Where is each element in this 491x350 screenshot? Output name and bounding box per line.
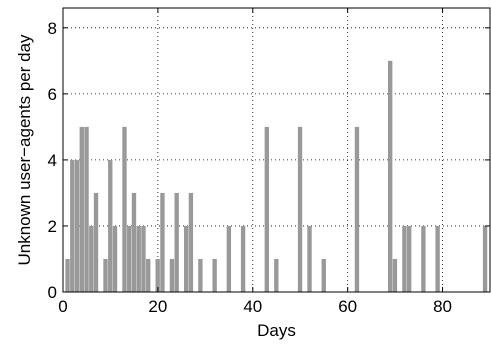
bar — [103, 258, 108, 292]
x-tick-label: 80 — [433, 297, 452, 316]
bar — [421, 225, 426, 292]
bar — [74, 159, 80, 292]
bar — [264, 126, 270, 292]
bar — [93, 192, 99, 292]
x-tick-label: 40 — [243, 297, 262, 316]
bar — [65, 258, 70, 292]
bar — [174, 192, 179, 292]
bar — [146, 258, 151, 292]
bar — [387, 60, 393, 293]
bar — [212, 258, 217, 292]
y-axis-label: Unknown user−agents per day — [15, 34, 34, 266]
bar — [183, 225, 189, 292]
grid — [63, 8, 490, 292]
bar — [226, 225, 232, 292]
bar — [307, 225, 312, 292]
bar — [160, 192, 165, 292]
x-tick-label: 20 — [148, 297, 167, 316]
bar — [155, 258, 160, 292]
bar — [392, 258, 398, 292]
bar — [84, 126, 89, 292]
bar — [112, 225, 118, 292]
bar — [131, 192, 137, 292]
bar — [122, 126, 127, 292]
bar — [127, 225, 132, 292]
y-tick-label: 8 — [48, 19, 57, 38]
x-tick-label: 60 — [338, 297, 357, 316]
bar — [70, 159, 75, 292]
plot-frame — [62, 7, 491, 293]
y-tick-label: 4 — [48, 151, 57, 170]
bar — [402, 225, 407, 292]
bar — [435, 225, 440, 292]
bar — [141, 225, 146, 292]
bar — [198, 258, 203, 292]
x-tick-label: 0 — [58, 297, 67, 316]
bar — [354, 126, 360, 292]
bar — [297, 126, 303, 292]
bar — [136, 225, 141, 292]
bar — [188, 192, 194, 292]
bars — [65, 60, 488, 293]
bar — [169, 258, 175, 292]
ticks: 0 20 40 60 80 0 2 4 6 8 — [48, 8, 490, 316]
bar — [274, 258, 279, 292]
bar — [482, 225, 488, 292]
bar — [240, 225, 246, 292]
bar — [321, 258, 326, 292]
bar — [89, 225, 94, 292]
y-tick-label: 6 — [48, 85, 57, 104]
bar — [406, 225, 412, 292]
bar — [108, 159, 113, 292]
y-tick-label: 0 — [48, 283, 57, 302]
bar — [79, 126, 84, 292]
y-tick-label: 2 — [48, 217, 57, 236]
x-axis-label: Days — [257, 321, 296, 340]
